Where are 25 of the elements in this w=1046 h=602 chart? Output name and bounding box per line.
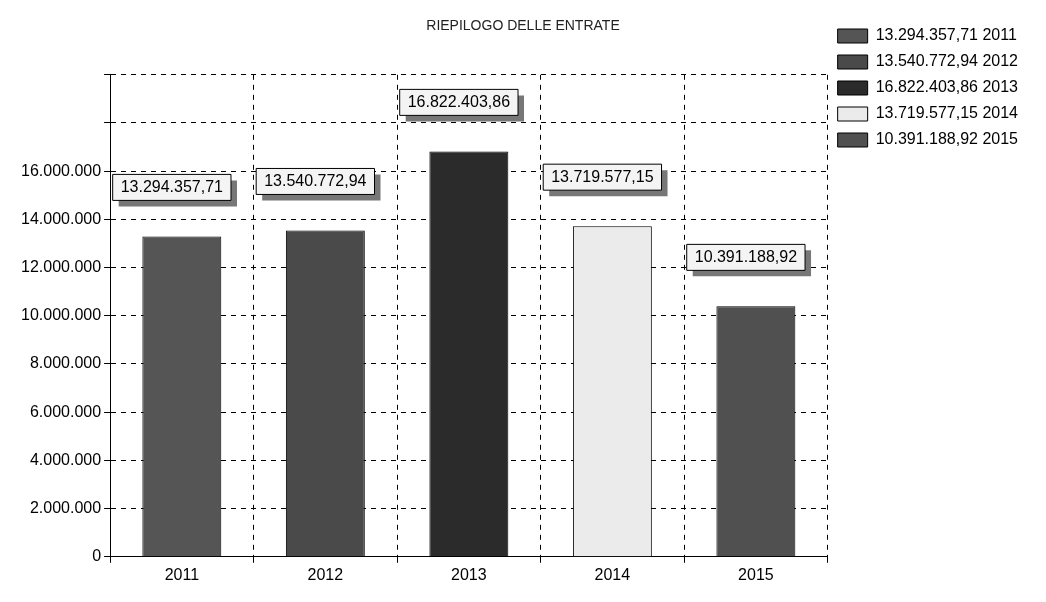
y-tick-label: 14.000.000 (21, 209, 102, 227)
y-tick-label: 10.000.000 (21, 306, 102, 324)
x-tick-label: 2012 (307, 565, 344, 583)
data-label: 10.391.188,92 (694, 247, 798, 265)
y-tick-label: 0 (92, 547, 102, 565)
data-label: 16.822.403,86 (407, 92, 511, 110)
x-tick-label: 2011 (164, 565, 200, 583)
legend-label: 13.719.577,15 2014 (875, 104, 1019, 122)
y-tick-label: 16.000.000 (21, 161, 102, 179)
y-tick-label: 4.000.000 (29, 450, 102, 468)
legend-label: 16.822.403,86 2013 (875, 78, 1019, 96)
y-tick-label: 2.000.000 (29, 499, 102, 517)
legend-label: 10.391.188,92 2015 (875, 130, 1019, 148)
data-label: 13.719.577,15 (551, 167, 654, 185)
x-tick-label: 2015 (738, 565, 774, 583)
legend-label: 13.540.772,94 2012 (875, 52, 1019, 70)
data-label: 13.540.772,94 (264, 171, 367, 189)
chart-title: RIEPILOGO DELLE ENTRATE (426, 17, 620, 34)
x-tick-label: 2014 (594, 565, 631, 583)
legend-label: 13.294.357,71 2011 (875, 26, 1017, 44)
data-label: 13.294.357,71 (120, 177, 224, 195)
x-tick-label: 2013 (451, 565, 487, 583)
y-tick-label: 12.000.000 (21, 258, 102, 276)
y-tick-label: 6.000.000 (29, 402, 102, 420)
y-tick-label: 8.000.000 (29, 354, 102, 372)
